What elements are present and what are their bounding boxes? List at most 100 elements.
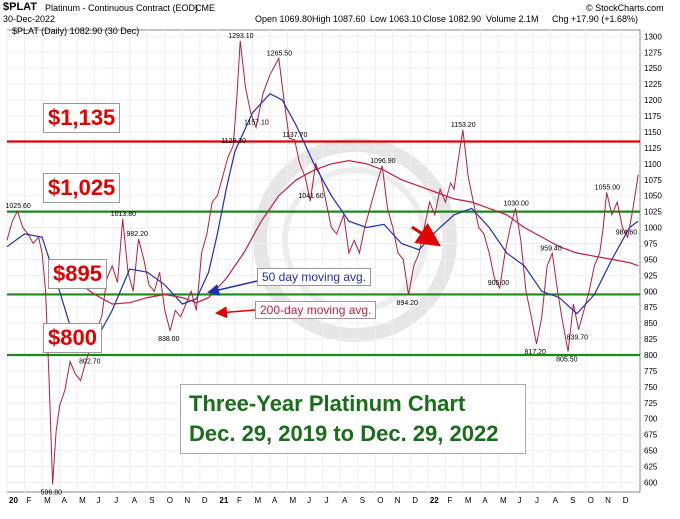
x-tick-label: N (184, 496, 190, 505)
price-label: 1041.60 (298, 193, 323, 200)
y-tick-label: 775 (644, 367, 658, 376)
x-tick-label: O (167, 496, 173, 505)
close-value: Close 1082.90 (423, 14, 482, 24)
ma50-arrow (207, 280, 258, 296)
y-tick-label: 1200 (644, 96, 662, 105)
y-tick-label: 975 (644, 239, 658, 248)
y-tick-label: 850 (644, 319, 658, 328)
y-tick-label: 925 (644, 271, 658, 280)
price-label: 817.20 (525, 349, 547, 356)
volume-value: Volume 2.1M (486, 14, 539, 24)
x-tick-label: J (97, 496, 101, 505)
level-label-1135: $1,135 (43, 103, 121, 133)
x-tick-label: A (62, 496, 68, 505)
price-label: 905.00 (488, 280, 510, 287)
x-tick-label: F (237, 496, 242, 505)
watermark-ring (253, 138, 457, 342)
y-tick-label: 750 (644, 383, 658, 392)
price-label: 984.60 (616, 229, 638, 236)
price-label: 1137.70 (283, 132, 308, 139)
y-tick-label: 1100 (644, 160, 662, 169)
price-label: 1157.10 (244, 119, 269, 126)
price-label: 1013.80 (111, 211, 136, 218)
price-label: 959.40 (540, 245, 562, 252)
level-label-800: $800 (43, 323, 102, 353)
x-tick-label: M (500, 496, 507, 505)
x-tick-label: 21 (219, 496, 228, 505)
series-line-1 (6, 92, 639, 350)
y-tick-label: 1275 (644, 48, 662, 57)
y-tick-label: 600 (644, 478, 658, 487)
chart-title-line2: Dec. 29, 2019 to Dec. 29, 2022 (189, 421, 499, 446)
pointer-arrow (411, 223, 441, 247)
x-tick-label: J (325, 496, 329, 505)
y-tick-label: 825 (644, 335, 658, 344)
x-tick-label: 22 (430, 496, 439, 505)
x-tick-label: D (202, 496, 208, 505)
x-tick-label: A (272, 496, 278, 505)
y-tick-label: 800 (644, 351, 658, 360)
x-tick-label: N (395, 496, 401, 505)
price-label: 802.70 (79, 358, 101, 365)
y-tick-label: 675 (644, 431, 658, 440)
chart-date: 30-Dec-2022 (3, 14, 56, 24)
x-tick-label: M (79, 496, 86, 505)
y-tick-label: 1150 (644, 128, 662, 137)
price-label: 1293.10 (228, 33, 253, 40)
ma200-arrow (215, 306, 256, 319)
price-label: 894.20 (397, 300, 419, 307)
x-tick-label: J (535, 496, 539, 505)
symbol: $PLAT (3, 1, 38, 13)
y-tick-label: 900 (644, 287, 658, 296)
series-legend: $PLAT (Daily) 1082.90 (30 Dec) (12, 26, 140, 36)
x-tick-label: S (360, 496, 365, 505)
x-tick-label: F (447, 496, 452, 505)
x-tick-label: M (290, 496, 297, 505)
price-label: 839.70 (567, 335, 589, 342)
price-label: 1128.30 (221, 138, 246, 145)
y-tick-label: 1050 (644, 192, 662, 201)
y-tick-label: 1075 (644, 176, 662, 185)
y-tick-label: 700 (644, 415, 658, 424)
x-tick-label: A (342, 496, 348, 505)
x-tick-label: 20 (9, 496, 18, 505)
y-tick-label: 1000 (644, 224, 662, 233)
x-tick-label: A (132, 496, 138, 505)
y-tick-label: 1125 (644, 144, 662, 153)
x-tick-label: S (570, 496, 575, 505)
series-line-2 (59, 159, 639, 305)
y-tick-label: 950 (644, 255, 658, 264)
x-tick-label: J (307, 496, 311, 505)
x-tick-label: M (465, 496, 472, 505)
price-label: 596.80 (41, 489, 63, 496)
price-label: 1265.50 (267, 50, 292, 57)
ma50-annotation: 50 day moving avg. (257, 268, 372, 286)
open-value: Open 1069.80 (255, 14, 313, 24)
x-tick-label: O (588, 496, 594, 505)
high-value: High 1087.60 (312, 14, 366, 24)
credit: © StockCharts.com (586, 3, 664, 13)
ma200-annotation: 200-day moving avg. (255, 301, 377, 319)
x-tick-label: A (482, 496, 488, 505)
y-tick-label: 725 (644, 399, 658, 408)
level-label-895: $895 (48, 259, 107, 289)
low-value: Low 1063.10 (370, 14, 422, 24)
y-tick-label: 1225 (644, 80, 662, 89)
price-label: 1055.00 (595, 184, 620, 191)
price-label: 1025.60 (6, 203, 31, 210)
price-label: 1096.90 (370, 158, 395, 165)
x-tick-label: F (27, 496, 32, 505)
instrument-name: Platinum - Continuous Contract (EOD) (45, 3, 199, 13)
y-tick-label: 1175 (644, 112, 662, 121)
exchange: CME (195, 3, 215, 13)
x-tick-label: D (412, 496, 418, 505)
change-value: Chg +17.90 (+1.68%) (552, 14, 639, 24)
x-tick-label: N (605, 496, 611, 505)
price-label: 1030.00 (504, 200, 529, 207)
x-tick-label: J (518, 496, 522, 505)
level-label-1025: $1,025 (43, 173, 121, 203)
y-tick-label: 1025 (644, 208, 662, 217)
y-tick-label: 875 (644, 303, 658, 312)
x-tick-label: O (377, 496, 383, 505)
x-tick-label: A (553, 496, 559, 505)
